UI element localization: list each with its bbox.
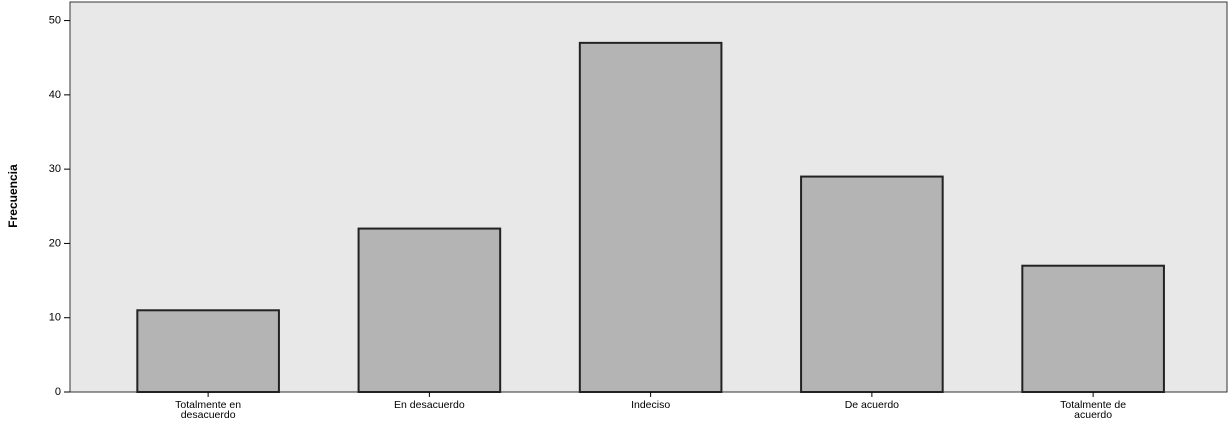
bar — [1021, 264, 1165, 394]
y-tick-label: 50 — [49, 14, 61, 26]
bar — [800, 175, 944, 393]
y-tick-label: 10 — [49, 312, 61, 324]
y-tick-label: 40 — [49, 89, 61, 101]
bar — [357, 227, 502, 393]
y-axis-label: Frecuencia — [6, 164, 20, 228]
x-tick-label: Totalmente en desacuerdo — [175, 399, 242, 421]
x-tick-label: Totalmente de acuerdo — [1060, 399, 1127, 421]
bar — [136, 309, 280, 393]
bar — [578, 41, 723, 393]
y-tick-label: 0 — [55, 386, 61, 398]
y-tick-label: 20 — [49, 237, 61, 249]
x-tick-label: De acuerdo — [844, 399, 900, 411]
y-tick-label: 30 — [49, 163, 61, 175]
x-tick-label: En desacuerdo — [394, 399, 465, 411]
x-tick-label: Indeciso — [631, 399, 671, 411]
